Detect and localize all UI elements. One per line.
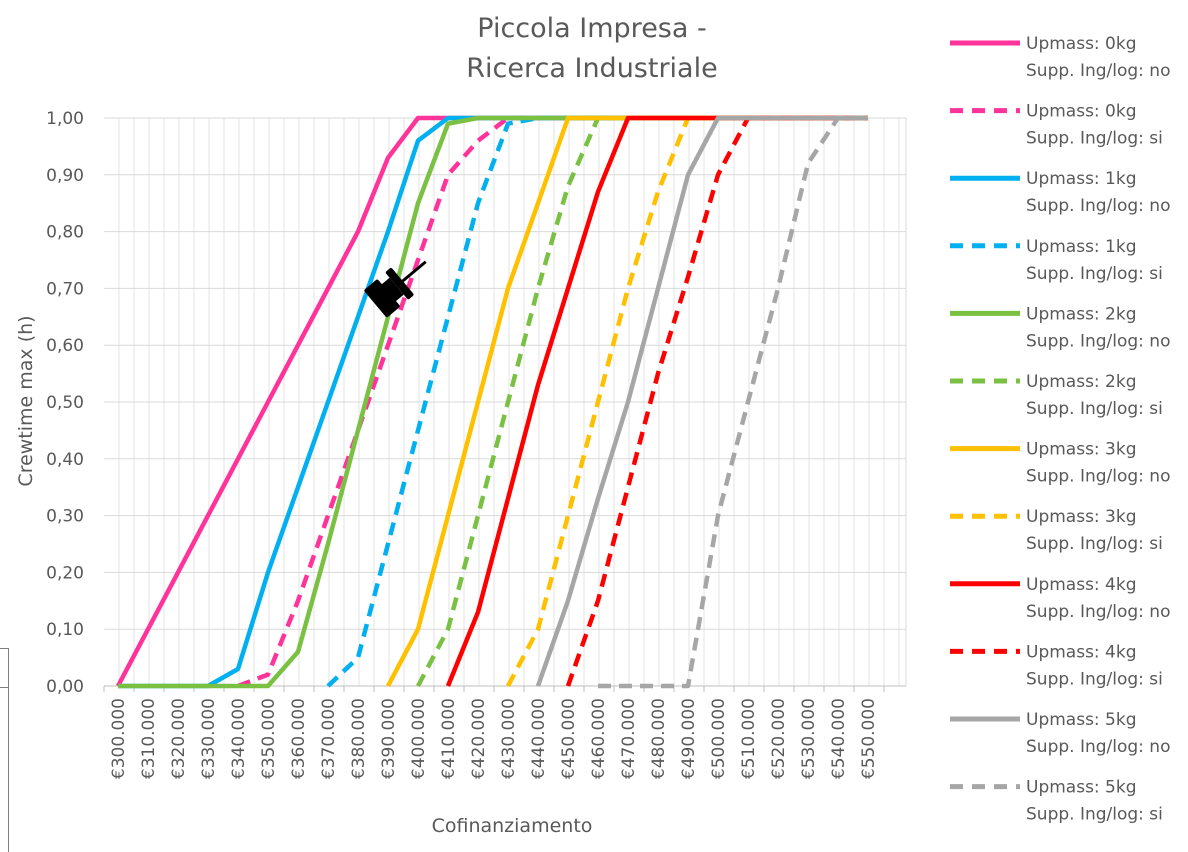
x-tick-label: €310.000: [139, 698, 159, 779]
y-tick-label: 0,00: [46, 677, 84, 697]
legend-label-upmass: Upmass: 1kg: [1026, 237, 1137, 257]
legend-label-upmass: Upmass: 3kg: [1026, 440, 1137, 460]
legend: Upmass: 0kg Supp. Ing/log: no Upmass: 0kg S…: [950, 34, 1170, 825]
series-lines: [116, 115, 868, 689]
adjacent-table-edge: [0, 648, 9, 688]
legend-label-support: Supp. Ing/log: si: [1026, 805, 1163, 825]
y-tick-label: 0,10: [46, 620, 84, 640]
x-tick-label: €520.000: [769, 698, 789, 779]
x-tick-label: €390.000: [379, 698, 399, 779]
y-tick-label: 0,90: [46, 166, 84, 186]
legend-label-support: Supp. Ing/log: no: [1026, 196, 1170, 216]
x-axis-label: Cofinanziamento: [432, 815, 593, 837]
legend-label-upmass: Upmass: 0kg: [1026, 34, 1137, 54]
legend-label-support: Supp. Ing/log: si: [1026, 264, 1163, 284]
y-tick-label: 1,00: [46, 109, 84, 129]
legend-label-upmass: Upmass: 0kg: [1026, 102, 1137, 122]
x-tick-label: €370.000: [319, 698, 339, 779]
x-tick-label: €360.000: [289, 698, 309, 779]
adjacent-table-edge: [0, 686, 9, 852]
y-axis-label: Crewtime max (h): [15, 315, 37, 486]
x-tick-label: €470.000: [619, 698, 639, 779]
series-line: [535, 115, 868, 687]
x-tick-label: €300.000: [109, 698, 129, 779]
legend-label-upmass: Upmass: 2kg: [1026, 372, 1137, 392]
x-tick-label: €420.000: [469, 698, 489, 779]
x-tick-label: €430.000: [499, 698, 519, 779]
y-tick-label: 0,70: [46, 279, 84, 299]
legend-label-support: Supp. Ing/log: si: [1026, 669, 1163, 689]
legend-label-upmass: Upmass: 3kg: [1026, 507, 1137, 527]
x-tick-label: €400.000: [409, 698, 429, 779]
chart-title-line-1: Piccola Impresa -: [477, 13, 707, 44]
legend-label-support: Supp. Ing/log: si: [1026, 129, 1163, 149]
series-line: [565, 115, 868, 687]
x-tick-label: €450.000: [559, 698, 579, 779]
y-tick-label: 0,40: [46, 450, 84, 470]
legend-label-support: Supp. Ing/log: no: [1026, 737, 1170, 757]
x-tick-label: €340.000: [229, 698, 249, 779]
x-axis-ticks: €300.000 €310.000 €320.000 €330.000 €340.000…: [109, 698, 879, 779]
legend-label-upmass: Upmass: 2kg: [1026, 304, 1137, 324]
legend-label-support: Supp. Ing/log: si: [1026, 399, 1163, 419]
legend-label-support: Supp. Ing/log: no: [1026, 467, 1170, 487]
legend-label-support: Supp. Ing/log: si: [1026, 534, 1163, 554]
y-tick-label: 0,60: [46, 336, 84, 356]
x-tick-label: €490.000: [679, 698, 699, 779]
x-tick-label: €510.000: [739, 698, 759, 779]
legend-label-upmass: Upmass: 1kg: [1026, 169, 1137, 189]
legend-label-support: Supp. Ing/log: no: [1026, 602, 1170, 622]
legend-label-support: Supp. Ing/log: no: [1026, 61, 1170, 81]
x-tick-label: €440.000: [529, 698, 549, 779]
y-tick-label: 0,20: [46, 563, 84, 583]
series-line: [598, 115, 868, 689]
x-tick-label: €540.000: [829, 698, 849, 779]
x-tick-label: €350.000: [259, 698, 279, 779]
x-tick-label: €460.000: [589, 698, 609, 779]
legend-label-upmass: Upmass: 4kg: [1026, 642, 1137, 662]
x-tick-label: €320.000: [169, 698, 189, 779]
chart-title-line-2: Ricerca Industriale: [466, 53, 717, 84]
pushpin-icon: [364, 260, 427, 318]
legend-label-support: Supp. Ing/log: no: [1026, 331, 1170, 351]
x-tick-label: €410.000: [439, 698, 459, 779]
y-tick-label: 0,50: [46, 393, 84, 413]
x-tick-label: €530.000: [799, 698, 819, 779]
gridlines: [103, 117, 907, 692]
y-tick-label: 0,80: [46, 223, 84, 243]
x-tick-label: €480.000: [649, 698, 669, 779]
x-tick-label: €330.000: [199, 698, 219, 779]
y-tick-label: 0,30: [46, 507, 84, 527]
y-axis-ticks: 0,00 0,10 0,20 0,30 0,40 0,50 0,60 0,70 0,80 0,90…: [46, 109, 84, 697]
legend-label-upmass: Upmass: 5kg: [1026, 778, 1137, 798]
x-tick-label: €380.000: [349, 698, 369, 779]
x-tick-label: €500.000: [709, 698, 729, 779]
legend-label-upmass: Upmass: 4kg: [1026, 575, 1137, 595]
x-tick-label: €550.000: [859, 698, 879, 779]
legend-label-upmass: Upmass: 5kg: [1026, 710, 1137, 730]
